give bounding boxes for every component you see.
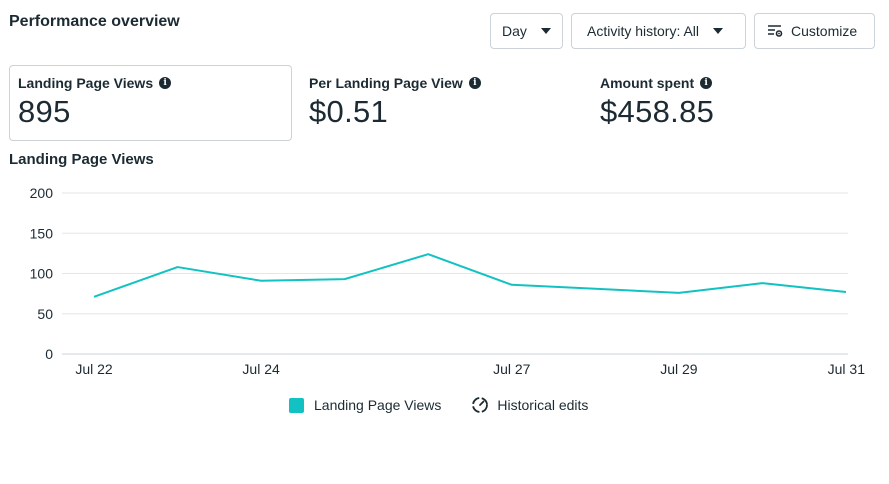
x-tick-label: Jul 29: [660, 361, 698, 377]
metric-card-per-landing-page-view[interactable]: Per Landing Page View i $0.51: [309, 65, 569, 141]
page-title: Performance overview: [9, 13, 180, 30]
day-dropdown-label: Day: [502, 23, 527, 39]
day-dropdown[interactable]: Day: [490, 13, 563, 49]
legend-item-series[interactable]: Landing Page Views: [289, 397, 441, 413]
y-tick-label: 150: [30, 225, 54, 241]
customize-label: Customize: [791, 23, 858, 39]
caret-down-icon: [540, 28, 551, 34]
series-line: [93, 253, 847, 298]
legend-historical-label: Historical edits: [497, 397, 589, 413]
info-icon[interactable]: i: [159, 77, 172, 89]
info-icon[interactable]: i: [700, 77, 713, 89]
caret-down-icon: [713, 28, 724, 34]
metric-value: 895: [18, 94, 71, 129]
metric-label: Landing Page Views: [18, 75, 154, 91]
chart-title: Landing Page Views: [9, 151, 154, 168]
info-icon[interactable]: i: [468, 77, 481, 89]
series-swatch: [289, 397, 304, 413]
metric-card-landing-page-views[interactable]: Landing Page Views i 895: [9, 65, 292, 141]
sliders-gear-icon: [768, 25, 783, 37]
metric-label: Per Landing Page View: [309, 75, 463, 91]
x-tick-label: Jul 22: [75, 361, 113, 377]
y-tick-label: 0: [45, 346, 53, 362]
y-tick-label: 50: [37, 306, 53, 322]
metric-card-amount-spent[interactable]: Amount spent i $458.85: [600, 65, 860, 141]
chart-legend: Landing Page Views Historical edits: [289, 396, 588, 414]
line-chart: 0 50 100 150 200 Jul 22 Jul 24 Jul 27 Jul 29 Jul …: [30, 185, 866, 377]
metric-value: $458.85: [600, 94, 715, 129]
activity-history-dropdown[interactable]: Activity history: All: [571, 13, 746, 49]
x-tick-label: Jul 31: [828, 361, 866, 377]
y-tick-label: 100: [30, 266, 54, 282]
legend-series-label: Landing Page Views: [314, 397, 442, 413]
dashed-circle-gauge-icon: [472, 397, 489, 413]
y-tick-label: 200: [30, 185, 54, 201]
customize-button[interactable]: Customize: [754, 13, 875, 49]
x-tick-label: Jul 24: [242, 361, 280, 377]
legend-item-historical-edits[interactable]: Historical edits: [471, 396, 588, 414]
x-tick-label: Jul 27: [493, 361, 531, 377]
metric-label: Amount spent: [600, 75, 695, 91]
activity-history-label: Activity history: All: [587, 23, 700, 39]
metric-value: $0.51: [309, 94, 389, 129]
